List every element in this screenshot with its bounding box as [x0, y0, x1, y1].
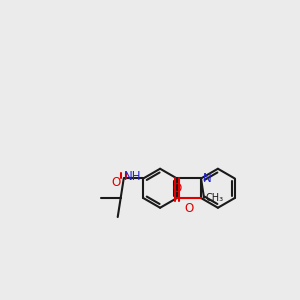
Text: NH: NH — [124, 170, 142, 184]
Text: CH₃: CH₃ — [206, 193, 224, 203]
Text: O: O — [112, 176, 121, 189]
Text: O: O — [172, 182, 182, 195]
Text: N: N — [202, 172, 211, 185]
Text: O: O — [184, 202, 194, 215]
